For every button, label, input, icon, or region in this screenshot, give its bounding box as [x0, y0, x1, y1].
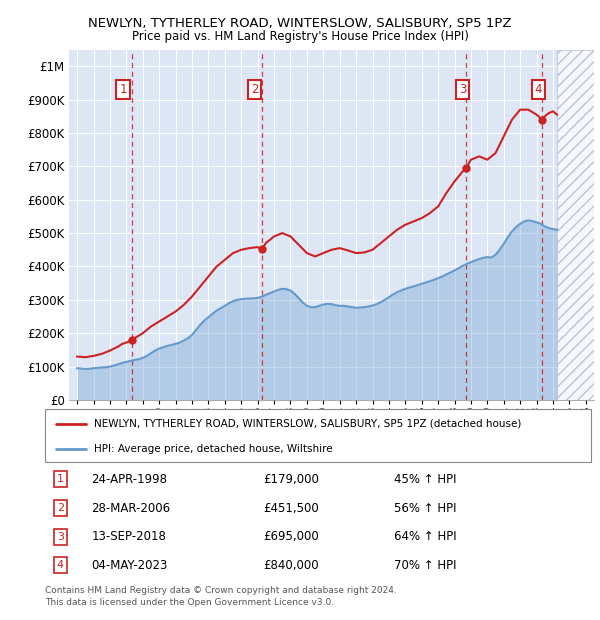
Text: 45% ↑ HPI: 45% ↑ HPI: [394, 473, 457, 486]
Text: 28-MAR-2006: 28-MAR-2006: [91, 502, 170, 515]
Text: NEWLYN, TYTHERLEY ROAD, WINTERSLOW, SALISBURY, SP5 1PZ: NEWLYN, TYTHERLEY ROAD, WINTERSLOW, SALI…: [88, 17, 512, 30]
Text: 64% ↑ HPI: 64% ↑ HPI: [394, 530, 457, 543]
Text: 2: 2: [251, 83, 258, 96]
FancyBboxPatch shape: [45, 409, 591, 462]
Text: 4: 4: [57, 560, 64, 570]
Text: 13-SEP-2018: 13-SEP-2018: [91, 530, 166, 543]
Text: Price paid vs. HM Land Registry's House Price Index (HPI): Price paid vs. HM Land Registry's House …: [131, 30, 469, 43]
Text: 04-MAY-2023: 04-MAY-2023: [91, 559, 168, 572]
Text: 56% ↑ HPI: 56% ↑ HPI: [394, 502, 457, 515]
Text: 1: 1: [57, 474, 64, 484]
Text: 3: 3: [459, 83, 466, 96]
Text: 1: 1: [119, 83, 127, 96]
Text: HPI: Average price, detached house, Wiltshire: HPI: Average price, detached house, Wilt…: [94, 444, 333, 454]
Text: £840,000: £840,000: [263, 559, 319, 572]
Text: NEWLYN, TYTHERLEY ROAD, WINTERSLOW, SALISBURY, SP5 1PZ (detached house): NEWLYN, TYTHERLEY ROAD, WINTERSLOW, SALI…: [94, 419, 521, 429]
Text: 3: 3: [57, 532, 64, 542]
Text: 24-APR-1998: 24-APR-1998: [91, 473, 167, 486]
Text: £179,000: £179,000: [263, 473, 319, 486]
Text: 2: 2: [57, 503, 64, 513]
Text: Contains HM Land Registry data © Crown copyright and database right 2024.
This d: Contains HM Land Registry data © Crown c…: [45, 586, 397, 607]
Text: 70% ↑ HPI: 70% ↑ HPI: [394, 559, 457, 572]
Text: 4: 4: [535, 83, 542, 96]
Text: £695,000: £695,000: [263, 530, 319, 543]
Text: £451,500: £451,500: [263, 502, 319, 515]
